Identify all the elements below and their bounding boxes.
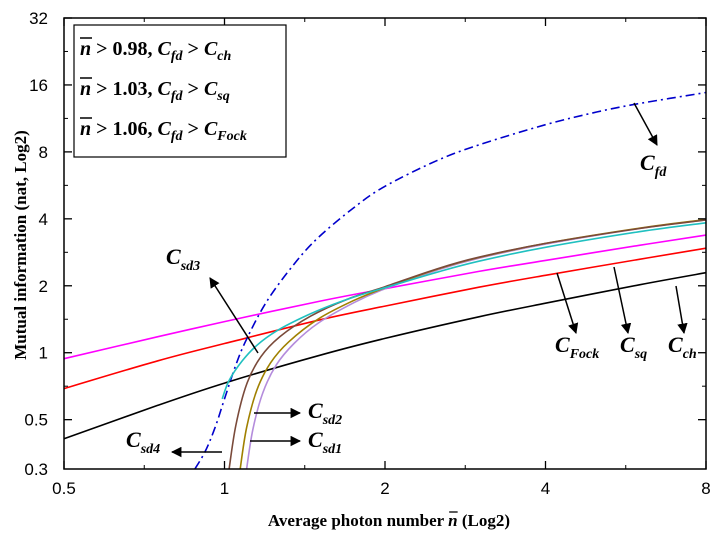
series-label-c-fock: CFock: [555, 332, 599, 362]
legend-box-frame: [73, 24, 287, 158]
y-axis-title: Mutual information (nat, Log2): [11, 130, 30, 360]
legend-row: n > 1.03, Cfd > Csq: [80, 78, 230, 104]
x-tick-label: 2: [380, 479, 389, 498]
x-tick-label: 8: [701, 479, 710, 498]
series-label-c-sd3: Csd3: [166, 244, 200, 274]
legend-row: n > 1.06, Cfd > CFock: [80, 118, 247, 144]
series-label-c-fd: Cfd: [640, 150, 667, 180]
arrow-c-ch: [675, 285, 688, 335]
arrow-c-sq: [613, 266, 632, 335]
series-label-c-sd4: Csd4: [126, 427, 160, 457]
arrow-c-fd: [633, 102, 658, 146]
series-line-c-fock: [63, 234, 707, 360]
series-label-c-sq: Csq: [620, 332, 647, 362]
y-tick-label: 2: [39, 277, 48, 296]
y-tick-label: 1: [39, 344, 48, 363]
series-line-c-sq: [63, 247, 707, 390]
series-line-c-ch: [63, 271, 707, 440]
series-line-c-sd3: [221, 222, 707, 400]
y-tick-label: 0.3: [24, 460, 48, 479]
x-tick-label: 1: [220, 479, 229, 498]
x-tick-label: 0.5: [52, 479, 76, 498]
x-axis-title: Average photon number n (Log2): [268, 511, 510, 530]
y-tick-label: 0.5: [24, 411, 48, 430]
y-tick-label: 32: [29, 9, 48, 28]
series-label-c-sd1: Csd1: [308, 427, 342, 457]
arrow-c-fock: [556, 272, 579, 335]
arrow-c-sd3: [209, 277, 259, 354]
legend-row: n > 0.98, Cfd > Cch: [80, 38, 232, 64]
legend-box: n > 0.98, Cfd > Cch n > 1.03, Cfd > Csq n …: [73, 24, 287, 158]
y-tick-label: 16: [29, 76, 48, 95]
curves-layer: [63, 91, 707, 470]
series-label-c-ch: Cch: [668, 332, 697, 362]
y-tick-label: 8: [39, 143, 48, 162]
series-label-c-sd2: Csd2: [308, 398, 342, 428]
y-tick-label: 4: [39, 210, 48, 229]
x-tick-label: 4: [541, 479, 550, 498]
